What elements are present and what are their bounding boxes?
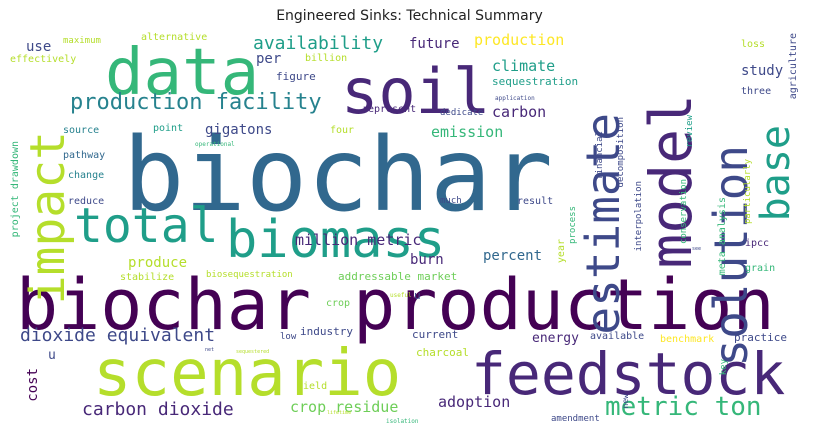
word-three: three xyxy=(741,86,772,97)
word-source: source xyxy=(63,125,100,136)
word-project-drawdown: project drawdown xyxy=(10,141,21,238)
word-ipcc: ipcc xyxy=(745,238,770,249)
word-crop-residue: crop residue xyxy=(290,398,399,416)
word-emission: emission xyxy=(431,123,504,141)
word-dedicate: dedicate xyxy=(440,108,484,118)
word-percent: percent xyxy=(483,248,543,264)
word-data: data xyxy=(105,36,260,110)
word-sequestration: sequestration xyxy=(492,75,579,88)
word-u-2: u xyxy=(414,289,421,302)
word-grain: grain xyxy=(745,263,776,274)
word-climate: climate xyxy=(492,57,556,75)
word-benchmark: benchmark xyxy=(660,334,715,345)
word-much: much xyxy=(440,196,462,206)
word-yield: yield xyxy=(297,381,328,392)
word-biochar: biochar xyxy=(123,116,553,235)
word-loss: loss xyxy=(741,39,766,50)
word-available: available xyxy=(590,331,645,342)
word-availability: availability xyxy=(253,33,384,54)
word-financial: financial xyxy=(595,131,605,180)
word-biochar-production: biochar production xyxy=(16,264,775,346)
word-conservation: conservation xyxy=(679,179,689,245)
word-process: process xyxy=(568,206,578,244)
word-biosequestration: biosequestration xyxy=(206,270,293,280)
word-million-metric: million metric xyxy=(295,231,422,249)
word-u-1: u xyxy=(48,348,56,363)
word-production-facility: production facility xyxy=(70,90,322,115)
word-crop: crop xyxy=(326,298,351,309)
word-cloud: biochar biochar production scenario feed… xyxy=(8,29,811,431)
word-maximum: maximum xyxy=(63,36,101,46)
word-future: future xyxy=(409,36,460,52)
word-amendment: amendment xyxy=(551,414,600,424)
word-application: application xyxy=(495,95,535,102)
word-current: current xyxy=(412,328,459,341)
word-stabilize: stabilize xyxy=(120,272,175,283)
word-key: key xyxy=(719,359,729,376)
word-low: low xyxy=(280,332,297,342)
word-cost: cost xyxy=(25,368,41,402)
word-dioxide-equivalent: dioxide equivalent xyxy=(20,325,216,346)
word-effectively: effectively xyxy=(10,54,77,65)
word-addressable-market: addressable market xyxy=(338,270,458,283)
word-gigatons: gigatons xyxy=(205,122,273,138)
word-interpolation: interpolation xyxy=(634,181,644,252)
word-operational: operational xyxy=(195,141,235,148)
word-total: total xyxy=(74,198,219,254)
word-year: year xyxy=(556,239,567,264)
word-particularly: particularly xyxy=(743,159,753,225)
word-base: base xyxy=(753,125,799,222)
word-meta-analysis: meta analysis xyxy=(717,197,728,276)
word-isolation: isolation xyxy=(386,418,419,425)
word-new: new xyxy=(621,394,630,409)
word-four: four xyxy=(330,125,355,136)
word-production: production xyxy=(474,31,565,49)
word-see: see xyxy=(692,246,702,252)
word-feedstock: feedstock xyxy=(471,340,786,408)
word-burn: burn xyxy=(410,252,444,268)
word-soil: soil xyxy=(341,55,491,128)
word-produce: produce xyxy=(128,255,188,271)
word-reduce: reduce xyxy=(68,196,105,207)
chart-title: Engineered Sinks: Technical Summary xyxy=(276,8,543,24)
word-net: net xyxy=(205,347,215,353)
word-carbon: carbon xyxy=(492,103,547,121)
word-use: use xyxy=(26,39,52,55)
word-study: study xyxy=(741,63,784,79)
word-metric-ton: metric ton xyxy=(605,392,762,422)
word-lifetime: lifetime xyxy=(327,410,352,416)
word-alternative: alternative xyxy=(141,32,208,43)
word-change: change xyxy=(68,170,105,181)
word-billion: billion xyxy=(305,53,348,64)
word-energy: energy xyxy=(532,331,579,346)
word-review: review xyxy=(685,115,695,148)
word-represent: represent xyxy=(362,104,417,115)
word-per: per xyxy=(256,51,282,67)
word-result: result xyxy=(517,196,554,207)
word-figure: figure xyxy=(276,70,316,83)
word-adoption: adoption xyxy=(438,393,511,411)
word-pathway: pathway xyxy=(63,150,106,161)
word-practice: practice xyxy=(734,331,787,344)
word-charcoal: charcoal xyxy=(416,346,469,359)
word-biomass: biomass xyxy=(226,210,446,270)
word-carbon-dioxide: carbon dioxide xyxy=(82,399,234,420)
word-industry: industry xyxy=(300,325,353,338)
word-sequestered: sequestered xyxy=(236,349,270,355)
word-agriculture: agriculture xyxy=(788,33,799,100)
word-decomposition: decomposition xyxy=(616,117,626,188)
word-useful: useful xyxy=(390,292,412,299)
word-point: point xyxy=(153,123,184,134)
word-scenario: scenario xyxy=(93,337,402,411)
